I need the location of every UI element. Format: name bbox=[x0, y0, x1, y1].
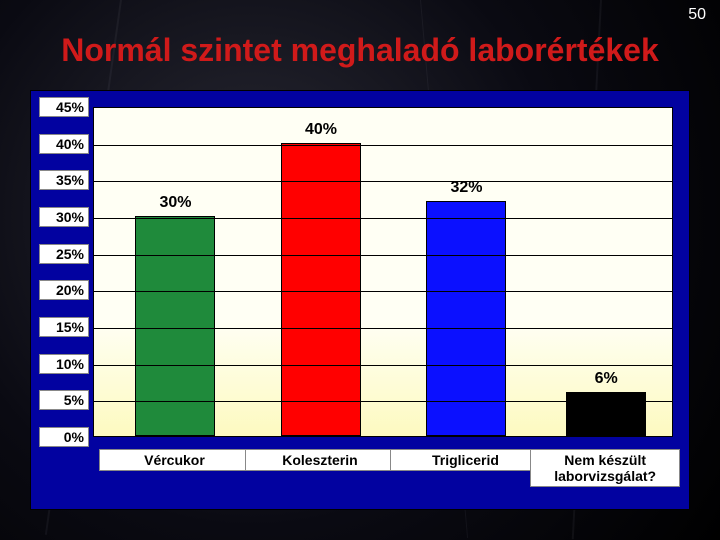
slide-title: Normál szintet meghaladó laborértékek bbox=[0, 32, 720, 69]
bar-group: 40% bbox=[281, 143, 361, 436]
gridline bbox=[94, 218, 672, 219]
y-tick-label: 5% bbox=[39, 390, 89, 410]
gridline bbox=[94, 328, 672, 329]
gridline bbox=[94, 145, 672, 146]
gridline bbox=[94, 401, 672, 402]
y-tick-label: 0% bbox=[39, 427, 89, 447]
x-axis: VércukorKoleszterinTrigliceridNem készül… bbox=[93, 439, 673, 501]
bar bbox=[135, 216, 215, 436]
y-tick-label: 35% bbox=[39, 170, 89, 190]
x-category-label: Nem készült laborvizsgálat? bbox=[530, 449, 680, 487]
gridline bbox=[94, 365, 672, 366]
x-category-label: Triglicerid bbox=[390, 449, 540, 471]
chart-inner: 30%40%32%6% 0%5%10%15%20%25%30%35%40%45%… bbox=[39, 99, 681, 501]
bar-value-label: 30% bbox=[159, 194, 191, 212]
slide: 50 Normál szintet meghaladó laborértékek… bbox=[0, 0, 720, 540]
y-tick-label: 30% bbox=[39, 207, 89, 227]
bar bbox=[281, 143, 361, 436]
bar-group: 30% bbox=[135, 216, 215, 436]
y-tick-label: 15% bbox=[39, 317, 89, 337]
x-category-label: Koleszterin bbox=[245, 449, 395, 471]
x-category-label: Vércukor bbox=[99, 449, 249, 471]
gridline bbox=[94, 255, 672, 256]
bar-group: 6% bbox=[566, 392, 646, 436]
y-tick-label: 10% bbox=[39, 354, 89, 374]
y-tick-label: 20% bbox=[39, 280, 89, 300]
bar-value-label: 40% bbox=[305, 121, 337, 139]
gridline bbox=[94, 181, 672, 182]
y-tick-label: 45% bbox=[39, 97, 89, 117]
bars-layer: 30%40%32%6% bbox=[94, 108, 672, 436]
gridline bbox=[94, 291, 672, 292]
y-tick-label: 25% bbox=[39, 244, 89, 264]
chart-frame: 30%40%32%6% 0%5%10%15%20%25%30%35%40%45%… bbox=[30, 90, 690, 510]
y-tick-label: 40% bbox=[39, 134, 89, 154]
bar-value-label: 6% bbox=[595, 370, 618, 388]
page-number: 50 bbox=[688, 6, 706, 24]
plot-area: 30%40%32%6% bbox=[93, 107, 673, 437]
bar bbox=[566, 392, 646, 436]
